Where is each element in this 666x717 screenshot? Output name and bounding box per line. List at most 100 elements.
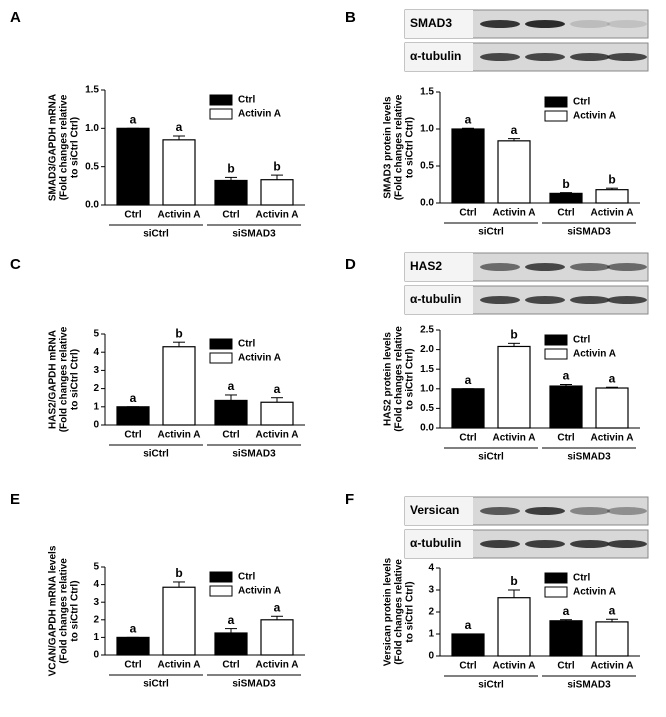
x-tick-label: Activin A: [256, 660, 299, 671]
y-tick-label: 1: [93, 632, 99, 643]
x-tick-label: Ctrl: [459, 661, 476, 672]
y-axis-label: SMAD3 protein levels: [383, 96, 394, 199]
x-tick-label: Activin A: [493, 661, 536, 672]
blot-band: [607, 296, 647, 304]
y-tick-label: 5: [93, 329, 99, 340]
blot-band: [607, 53, 647, 61]
blot-band: [480, 507, 520, 515]
panel-letter: A: [10, 9, 21, 26]
y-axis-label: to siCtrl Ctrl): [405, 581, 416, 642]
legend-swatch: [544, 586, 568, 598]
x-tick-label: Ctrl: [557, 208, 574, 219]
legend-swatch: [209, 585, 233, 597]
y-tick-label: 0: [93, 420, 99, 431]
significance-letter: a: [130, 622, 137, 636]
x-tick-label: Activin A: [158, 210, 201, 221]
blot-label: HAS2: [410, 259, 442, 273]
x-tick-label: Ctrl: [557, 661, 574, 672]
bar: [451, 388, 485, 429]
y-tick-label: 2.5: [420, 325, 434, 336]
legend-swatch: [544, 334, 568, 346]
x-tick-label: Activin A: [591, 433, 634, 444]
y-axis-label: (Fold changes relative: [394, 559, 405, 665]
group-label: siSMAD3: [232, 229, 276, 240]
y-axis-label: (Fold changes relative: [59, 558, 70, 664]
bar: [162, 586, 196, 656]
blot-label: SMAD3: [410, 16, 452, 30]
x-tick-label: Ctrl: [222, 660, 239, 671]
legend-label: Ctrl: [238, 95, 255, 106]
bar: [595, 621, 629, 657]
legend-label: Activin A: [238, 109, 281, 120]
y-axis-label: to siCtrl Ctrl): [70, 117, 81, 178]
group-label: siSMAD3: [567, 227, 611, 238]
y-tick-label: 0: [428, 651, 434, 662]
bar: [116, 406, 150, 426]
y-tick-label: 4: [93, 579, 99, 590]
legend-label: Ctrl: [573, 335, 590, 346]
y-tick-label: 2.0: [420, 344, 434, 355]
x-tick-label: Activin A: [493, 208, 536, 219]
y-axis-label: HAS2/GAPDH mRNA: [48, 330, 59, 429]
blot-band: [480, 53, 520, 61]
legend-swatch: [544, 110, 568, 122]
legend-swatch: [209, 338, 233, 350]
y-tick-label: 0.0: [420, 423, 434, 434]
blot-band: [525, 540, 565, 548]
legend-swatch: [209, 94, 233, 106]
y-tick-label: 1.5: [85, 85, 99, 96]
legend-label: Activin A: [573, 349, 616, 360]
legend-swatch: [209, 571, 233, 583]
legend-label: Activin A: [238, 586, 281, 597]
bar: [214, 399, 248, 426]
significance-letter: b: [562, 177, 569, 191]
x-tick-label: Activin A: [493, 433, 536, 444]
group-label: siSMAD3: [232, 679, 276, 690]
legend-swatch: [544, 572, 568, 584]
group-label: siCtrl: [143, 229, 169, 240]
bar: [260, 401, 294, 426]
y-axis-label: (Fold changes relative: [394, 94, 405, 200]
significance-letter: b: [510, 327, 517, 341]
group-label: siCtrl: [478, 452, 504, 463]
bar: [260, 619, 294, 656]
x-tick-label: Ctrl: [557, 433, 574, 444]
x-tick-label: Activin A: [158, 430, 201, 441]
bar: [497, 140, 531, 204]
significance-letter: a: [228, 379, 235, 393]
blot-label: α-tubulin: [410, 536, 461, 550]
blot-band: [570, 20, 610, 28]
panel-letter: E: [10, 491, 20, 508]
significance-letter: a: [511, 123, 518, 137]
y-axis-label: Versican protein levels: [383, 557, 394, 666]
legend-label: Ctrl: [573, 97, 590, 108]
blot-band: [480, 20, 520, 28]
y-tick-label: 2: [93, 383, 99, 394]
group-label: siSMAD3: [567, 680, 611, 691]
x-tick-label: Ctrl: [459, 433, 476, 444]
significance-letter: a: [130, 113, 137, 127]
x-tick-label: Activin A: [158, 660, 201, 671]
legend-swatch: [209, 108, 233, 120]
blot-label-bg: [405, 530, 473, 558]
significance-letter: a: [176, 120, 183, 134]
legend-label: Ctrl: [573, 573, 590, 584]
legend-swatch: [544, 348, 568, 360]
y-tick-label: 1.0: [420, 124, 434, 135]
legend-label: Ctrl: [238, 339, 255, 350]
x-tick-label: Ctrl: [222, 210, 239, 221]
panel-letter: B: [345, 9, 356, 26]
blot-band: [570, 53, 610, 61]
group-label: siCtrl: [143, 449, 169, 460]
y-axis-label: to siCtrl Ctrl): [70, 580, 81, 641]
significance-letter: a: [563, 369, 570, 383]
y-tick-label: 0.5: [420, 403, 434, 414]
y-tick-label: 0.5: [85, 161, 99, 172]
y-tick-label: 2: [428, 607, 434, 618]
blot-band: [480, 540, 520, 548]
blot-label: α-tubulin: [410, 292, 461, 306]
blot-band: [480, 296, 520, 304]
group-label: siCtrl: [143, 679, 169, 690]
significance-letter: a: [465, 112, 472, 126]
